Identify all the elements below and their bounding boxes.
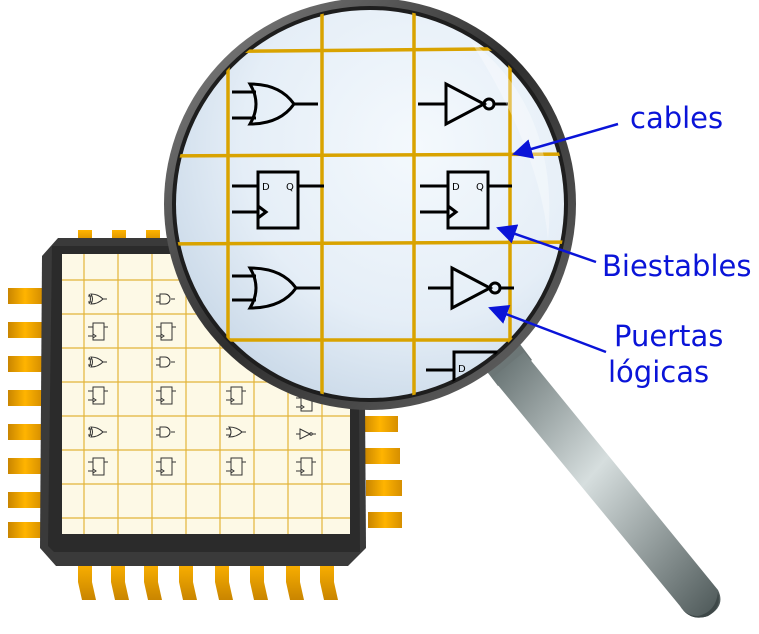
chip-die-wires (62, 254, 350, 534)
label-puertas-line2: lógicas (608, 355, 709, 389)
magnifier-lens: D Q D Q (164, 0, 576, 410)
magnified-flipflop-right: D Q (420, 170, 512, 230)
ff-partial-d-pin: D (458, 364, 466, 375)
magnified-not-gate-top (418, 81, 508, 127)
magnified-flipflop-left: D Q (232, 170, 324, 230)
label-puertas-line1: Puertas (614, 319, 723, 353)
chip-pins-right (362, 416, 402, 528)
label-cables: cables (630, 101, 723, 135)
magnified-not-gate-bottom (428, 265, 514, 311)
annotation-biestables: Biestables (496, 224, 751, 283)
annotation-puertas-logicas: Puertas lógicas (488, 305, 723, 389)
ff-left-q-pin: Q (286, 182, 294, 193)
magnified-or-gate-top (232, 82, 318, 126)
ff-right-d-pin: D (452, 182, 460, 193)
chip-pins-left (8, 288, 42, 538)
ff-right-q-pin: Q (476, 182, 484, 193)
chip-pins-bottom (78, 560, 338, 600)
ff-left-d-pin: D (262, 182, 270, 193)
magnifier-handle (478, 336, 721, 618)
label-biestables: Biestables (602, 249, 751, 283)
magnified-or-gate-bottom (232, 266, 320, 310)
annotation-cables: cables (512, 101, 723, 159)
